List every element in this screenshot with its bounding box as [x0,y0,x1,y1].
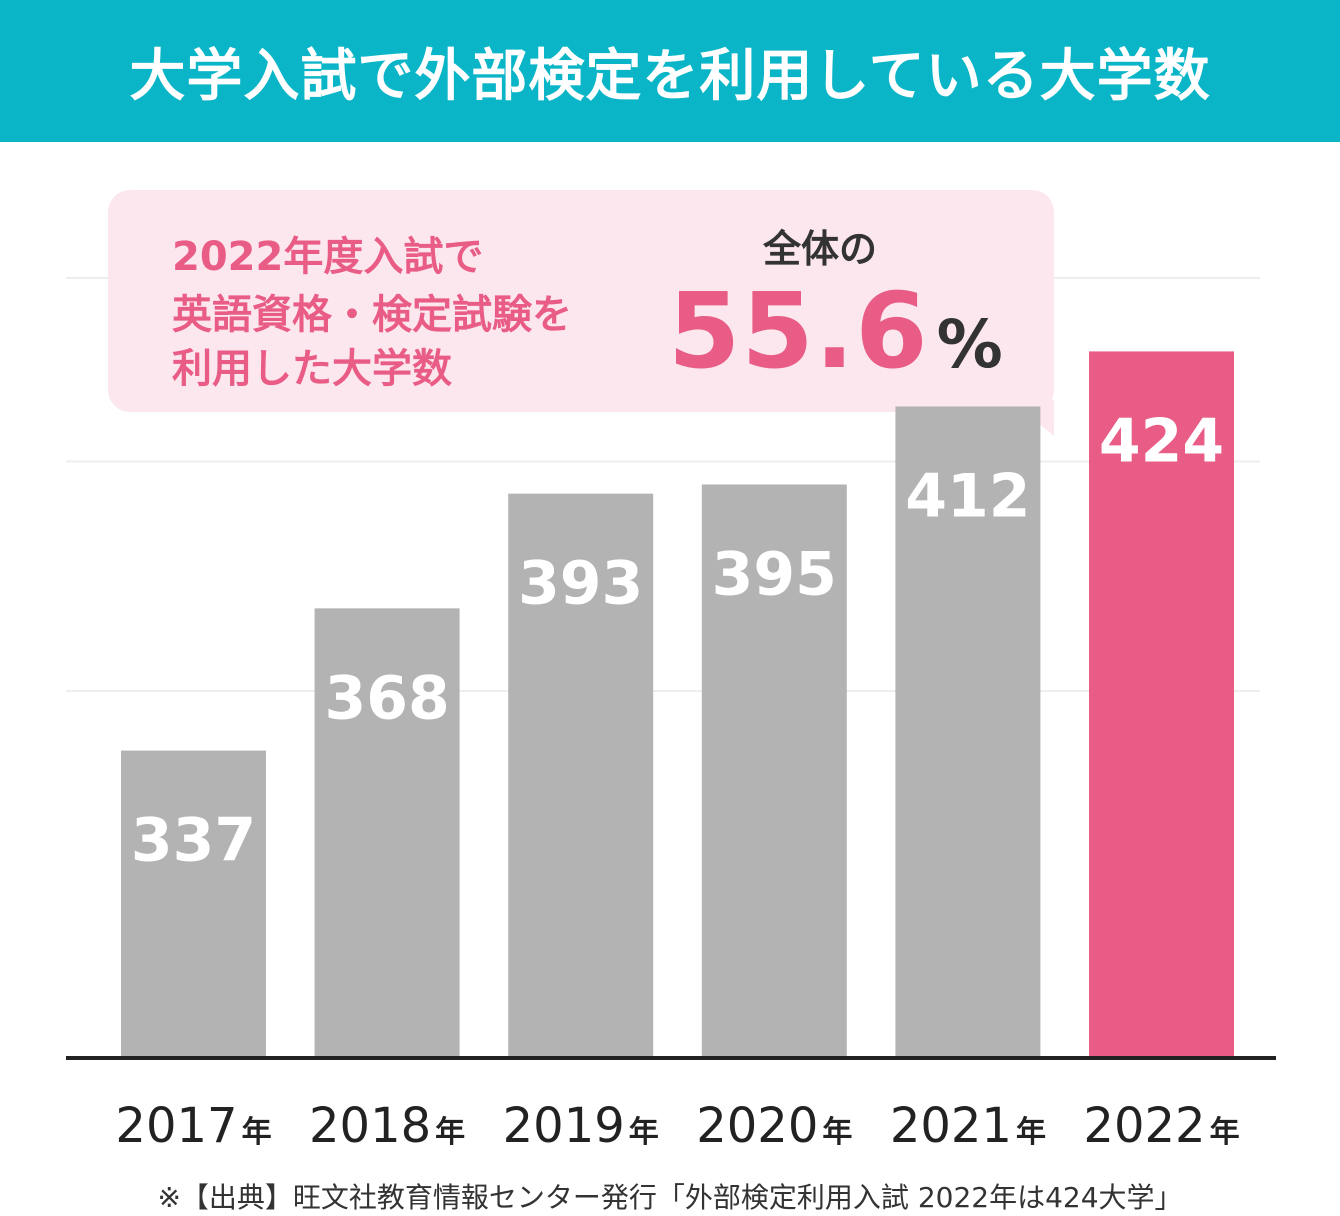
callout-text-line-1: 2022年度入試で [172,234,484,280]
callout-bubble-body [108,190,1054,412]
x-tick-label-2021: 2021 年 [890,1098,1046,1154]
bar-value-label-2019: 393 [518,549,643,619]
source-footnote: ※【出典】旺文社教育情報センター発行「外部検定利用入試 2022年は424大学」 [157,1181,1183,1214]
callout-text-line-3: 利用した大学数 [172,346,452,392]
x-tick-label-2022: 2022 年 [1083,1098,1239,1154]
callout-percent-unit: % [936,306,1003,383]
bar-2018 [314,608,460,1058]
bar-value-label-2018: 368 [324,663,449,733]
callout-percent-value: 55.6 [668,270,929,392]
x-tick-label-2019: 2019 年 [503,1098,659,1154]
bar-2022 [1089,351,1234,1059]
bar-value-label-2022: 424 [1099,406,1224,476]
bar-2017 [121,750,266,1058]
callout-whole-label: 全体の [762,227,877,271]
bar-value-label-2021: 412 [905,461,1030,531]
bar-2019 [508,493,654,1058]
x-axis-labels: 2017 年 2018 年 2019 年 2020 年 2021 年 2022 年 [115,1098,1239,1154]
bar-value-label-2017: 337 [131,806,256,876]
callout-percentage: 55.6% [668,270,1003,392]
bar-2020 [701,484,847,1058]
bar-value-label-2020: 395 [712,539,837,609]
x-tick-label-2018: 2018 年 [309,1098,465,1154]
title-bar: 大学入試で外部検定を利用している大学数 [0,0,1340,142]
x-tick-label-2017: 2017 年 [115,1098,271,1154]
bars: 337 368 393 395 412 424 [121,351,1234,1059]
bar-2021 [895,406,1041,1058]
page-title: 大学入試で外部検定を利用している大学数 [129,43,1211,109]
x-tick-label-2020: 2020 年 [696,1098,852,1154]
callout-text-line-2: 英語資格・検定試験を [172,292,572,338]
